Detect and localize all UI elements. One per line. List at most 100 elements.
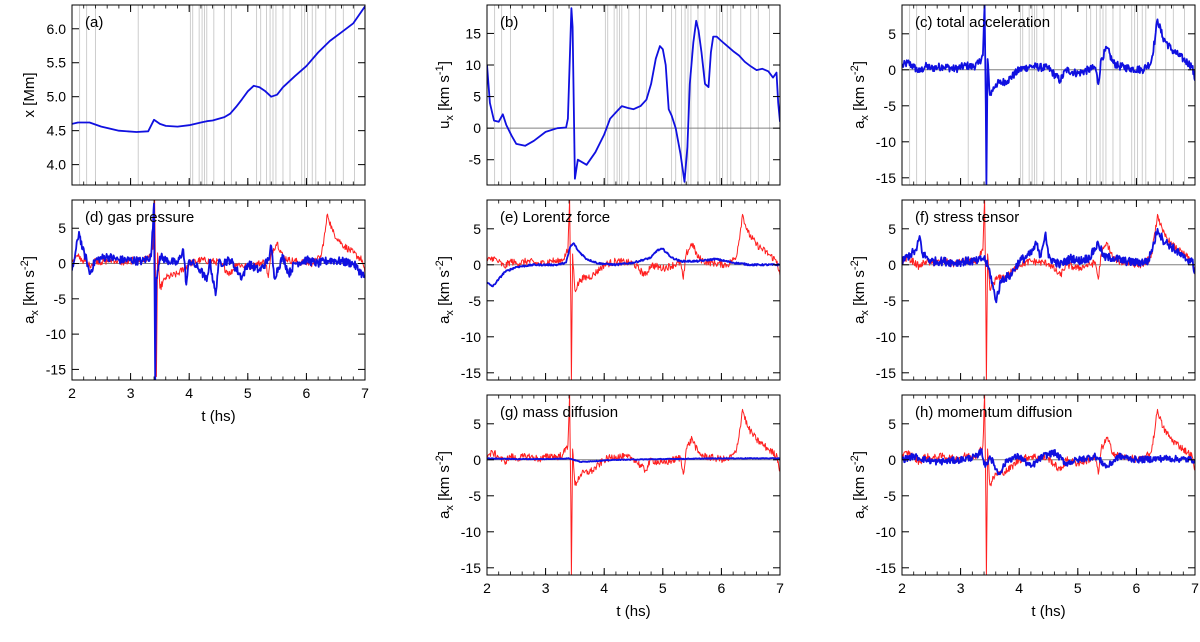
panel-c-title: (c) total acceleration (915, 14, 1050, 31)
y-tick-label: -10 (46, 326, 66, 342)
ylabel-unit: [km s (851, 270, 868, 310)
ylabel-sub: x (859, 310, 871, 316)
ylabel-sub: x (444, 115, 456, 121)
ylabel-sub: x (859, 115, 871, 121)
x-tick-label: 6 (1133, 580, 1141, 596)
ylabel-end: ] (851, 256, 868, 260)
y-tick-label: 5 (888, 221, 896, 237)
panel-a-frame (71, 4, 366, 186)
x-tick-label: 2 (483, 580, 491, 596)
x-tick-label: 6 (303, 385, 311, 401)
ylabel-end: ] (21, 256, 38, 260)
panel-f-series (902, 200, 1195, 380)
panel-b-title: (b) (500, 14, 518, 31)
y-tick-label: -15 (876, 365, 896, 381)
ylabel-sup: -2 (434, 260, 446, 270)
x-tick-label: 6 (718, 580, 726, 596)
panel-g-title: (g) mass diffusion (500, 404, 618, 421)
ylabel-end: ] (436, 451, 453, 455)
y-tick-label: -5 (884, 293, 897, 309)
panel-d-ylabel: ax [km s-2] (19, 256, 41, 324)
panel-b-ylabel: ux [km s-1] (434, 61, 456, 129)
panel-f-ylabel: ax [km s-2] (849, 256, 871, 324)
y-tick-label: -15 (461, 365, 481, 381)
x-tick-label: 7 (776, 580, 784, 596)
panel-d-frame (71, 199, 366, 381)
ylabel-sub: x (444, 505, 456, 511)
ylabel-unit: [km s (851, 465, 868, 505)
ylabel-sub: x (29, 310, 41, 316)
ylabel-unit: [km s (851, 75, 868, 115)
y-tick-label: 4.0 (47, 157, 67, 173)
ylabel-unit: [km s (436, 465, 453, 505)
panel-a-title: (a) (85, 14, 103, 31)
x-tick-label: 3 (127, 385, 135, 401)
panel-g-ylabel: ax [km s-2] (434, 451, 456, 519)
panel-g-series (487, 395, 780, 575)
ylabel-main: a (436, 510, 453, 519)
series-momentum-diffusion (902, 448, 1195, 476)
ylabel-end: ] (436, 61, 453, 65)
y-tick-label: 5 (888, 416, 896, 432)
x-tick-label: 5 (1074, 580, 1082, 596)
ylabel-end: ] (851, 451, 868, 455)
ylabel-main: a (851, 120, 868, 129)
panel-h-xlabel: t (hs) (1031, 603, 1065, 620)
panel-d: 2 3 4 5 6 7 -15 -10 -5 0 5 (d) gas pressure ax [km s… (19, 199, 369, 425)
x-tick-label: 4 (600, 580, 608, 596)
y-tick-label: 4.5 (47, 123, 67, 139)
x-tick-label: 2 (898, 580, 906, 596)
y-tick-label: -5 (884, 488, 897, 504)
panel-e: -15 -10 -5 0 5 (e) Lorentz force ax [km s-2] (434, 199, 781, 381)
x-tick-label: 7 (1191, 580, 1199, 596)
y-tick-label: 15 (465, 25, 481, 41)
panel-a-series (72, 5, 365, 133)
ylabel-sup: -2 (849, 260, 861, 270)
y-tick-label: 5 (473, 89, 481, 105)
y-tick-label: 0 (473, 452, 481, 468)
ylabel-main: a (436, 315, 453, 324)
panel-f-title: (f) stress tensor (915, 209, 1019, 226)
panel-h: 2 3 4 5 6 7 -15 -10 -5 0 5 (h) momentum diffusion ax… (849, 394, 1199, 620)
y-tick-label: 0 (888, 62, 896, 78)
x-tick-label: 3 (542, 580, 550, 596)
panel-b-frame (486, 4, 781, 186)
y-tick-label: -15 (876, 560, 896, 576)
ylabel-main: a (851, 510, 868, 519)
panel-c-event-lines (909, 5, 1185, 185)
y-tick-label: 0 (473, 257, 481, 273)
panel-h-frame (901, 394, 1196, 576)
ylabel-sub: x (444, 310, 456, 316)
panel-e-title: (e) Lorentz force (500, 209, 610, 226)
series-mass-diffusion (487, 457, 780, 463)
ylabel-end: ] (851, 61, 868, 65)
y-tick-label: 10 (465, 57, 481, 73)
ylabel-main: u (436, 121, 453, 129)
panel-h-title: (h) momentum diffusion (915, 404, 1072, 421)
panel-g: 2 3 4 5 6 7 -15 -10 -5 0 5 (g) mass diffusion ax [km… (434, 394, 784, 620)
ylabel-sup: -2 (849, 455, 861, 465)
x-tick-label: 4 (185, 385, 193, 401)
series-total (487, 395, 780, 575)
panel-g-frame (486, 394, 781, 576)
ylabel-sup: -1 (434, 65, 446, 75)
ylabel-main: a (851, 315, 868, 324)
ylabel-unit: [km s (436, 75, 453, 115)
panel-b-series (487, 7, 780, 183)
y-tick-label: -5 (54, 291, 67, 307)
panel-b-event-lines (494, 5, 770, 185)
panel-e-frame (486, 199, 781, 381)
series-gas-pressure (72, 202, 365, 380)
ylabel-sub: x (859, 505, 871, 511)
panel-d-title: (d) gas pressure (85, 209, 194, 226)
series-total (902, 200, 1195, 380)
panel-h-series (902, 395, 1195, 575)
series-x (72, 5, 365, 133)
ylabel-sup: -2 (19, 260, 31, 270)
panel-f-frame (901, 199, 1196, 381)
panel-c: -15 -10 -5 0 5 (c) total acceleration ax [km s… (849, 4, 1196, 186)
panel-h-ylabel: ax [km s-2] (849, 451, 871, 519)
series-lorentz-force (487, 242, 780, 288)
panel-a-event-lines (79, 5, 355, 185)
